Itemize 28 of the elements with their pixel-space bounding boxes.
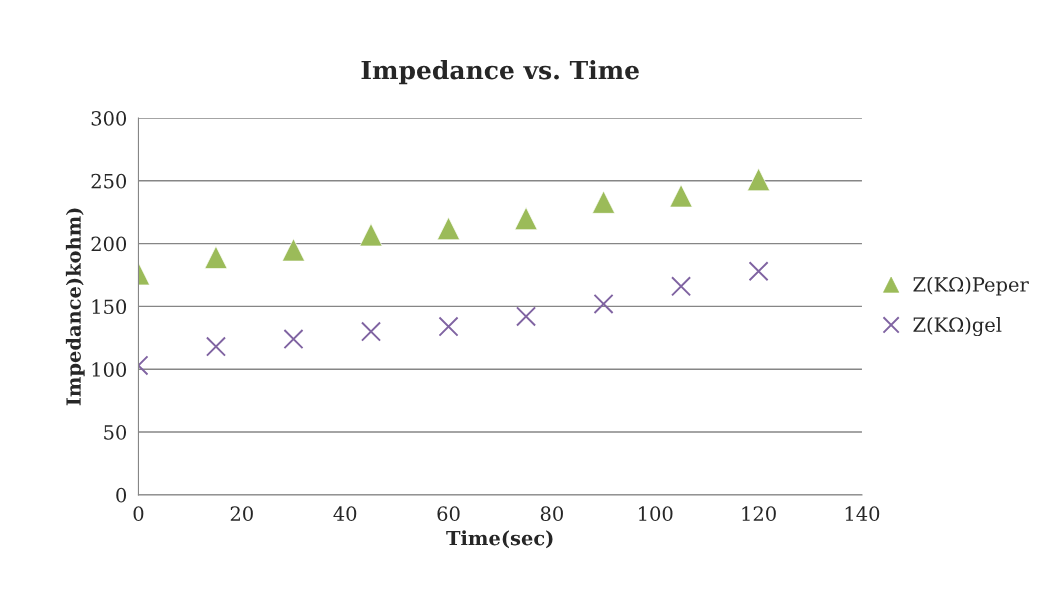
- point: [360, 321, 382, 342]
- point: [205, 336, 226, 357]
- chart-title: Impedance vs. Time: [361, 60, 639, 85]
- x-tick-label: 100: [639, 506, 673, 522]
- y-tick-label: 100: [92, 362, 127, 377]
- y-axis-title: Impedance)kohm): [65, 208, 85, 406]
- x-tick-label: 120: [742, 506, 776, 522]
- x-tick-label: 140: [845, 506, 880, 522]
- x-axis-title: Time(sec): [446, 530, 553, 549]
- x-tick-label: 80: [540, 506, 563, 522]
- point: [593, 293, 614, 314]
- y-tick-label: 150: [92, 299, 127, 315]
- x-tick-label: 60: [437, 506, 460, 522]
- point: [283, 329, 304, 350]
- point: [748, 261, 769, 282]
- y-tick-label: 300: [91, 110, 127, 126]
- point: [671, 276, 692, 297]
- y-tick-label: 50: [104, 424, 127, 440]
- y-tick-label: 200: [91, 236, 127, 252]
- x-tick-label: 0: [133, 506, 144, 522]
- x-tick-label: 20: [230, 506, 253, 522]
- legend-label: Z(KΩ)gel: [913, 316, 1002, 337]
- y-tick-label: 250: [91, 173, 127, 189]
- legend-label: Z(KΩ)Peper: [913, 276, 1029, 296]
- point: [516, 306, 537, 327]
- y-tick-label: 0: [116, 487, 127, 503]
- x-tick-label: 40: [333, 506, 357, 522]
- point: [438, 316, 459, 337]
